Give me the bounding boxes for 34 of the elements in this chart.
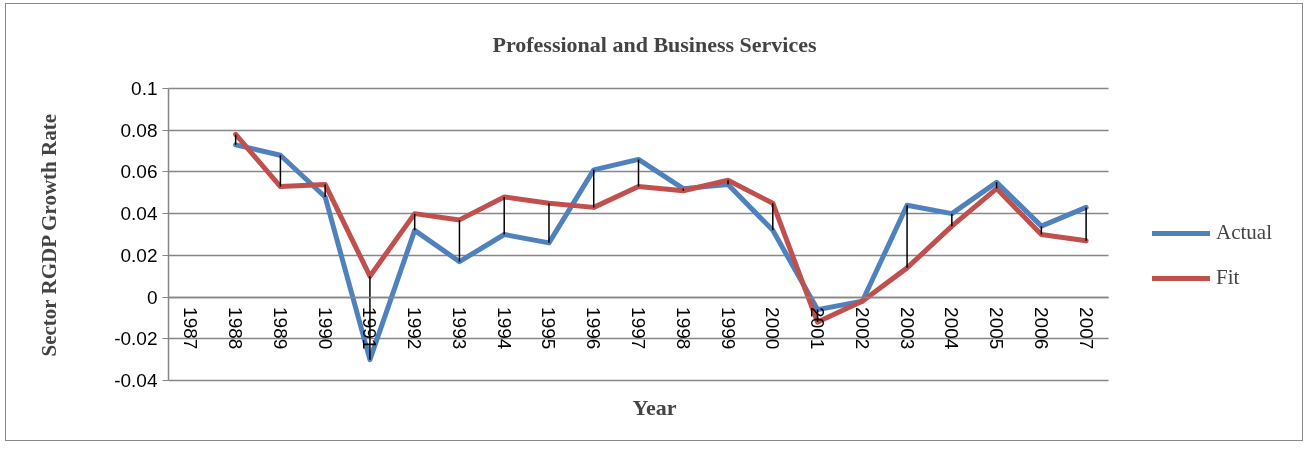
x-tick-label: 1991	[359, 307, 381, 350]
x-tick-label: 2003	[896, 307, 918, 350]
x-tick-label: 2004	[941, 307, 963, 350]
x-tick-label: 2002	[851, 307, 873, 350]
y-tick-label: -0.04	[114, 370, 158, 391]
x-tick-label: 1987	[180, 307, 202, 350]
x-tick-label: 1996	[583, 307, 605, 350]
y-tick-label: -0.02	[114, 328, 158, 350]
x-axis-title: Year	[632, 394, 677, 420]
legend-label: Fit	[1216, 265, 1240, 290]
y-tick-label: 0	[146, 286, 158, 308]
x-tick-label: 1990	[314, 307, 336, 350]
y-tick-label: 0.1	[131, 78, 158, 99]
y-axis-title: Sector RGDP Growth Rate	[37, 114, 62, 357]
x-tick-label: 2005	[986, 307, 1008, 350]
x-tick-label: 1993	[448, 307, 470, 350]
x-tick-label: 2001	[807, 307, 829, 350]
x-tick-label: 1994	[493, 307, 515, 350]
x-tick-label: 1998	[672, 307, 694, 350]
chart-title: Professional and Business Services	[492, 31, 817, 57]
y-tick-label: 0.04	[120, 203, 158, 225]
x-tick-label: 1989	[269, 307, 291, 350]
x-tick-label: 1999	[717, 307, 739, 350]
x-tick-label: 2007	[1075, 307, 1097, 350]
x-tick-label: 1992	[404, 307, 426, 350]
x-tick-label: 2000	[762, 307, 784, 350]
x-tick-label: 1995	[538, 307, 560, 350]
legend-label: Actual	[1216, 220, 1272, 245]
y-tick-label: 0.02	[120, 244, 158, 266]
y-tick-label: 0.06	[120, 161, 158, 183]
y-tick-label: 0.08	[120, 119, 158, 141]
x-tick-label: 2006	[1030, 307, 1052, 350]
x-tick-label: 1997	[628, 307, 649, 350]
x-tick-label: 1988	[225, 307, 247, 350]
